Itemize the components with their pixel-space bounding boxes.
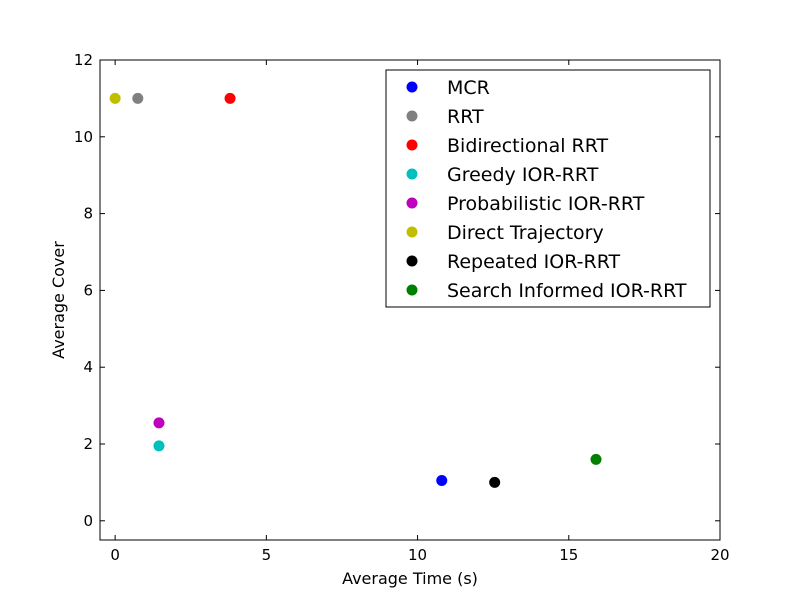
data-points <box>109 92 602 488</box>
x-tick-label: 10 <box>408 546 427 564</box>
y-tick-label: 2 <box>83 435 93 453</box>
y-tick-label: 12 <box>74 51 93 69</box>
y-tick-label: 8 <box>83 205 93 223</box>
y-axis-label: Average Cover <box>49 241 68 359</box>
legend-marker <box>406 110 418 122</box>
x-tick-label: 5 <box>262 546 272 564</box>
data-point <box>132 92 144 104</box>
legend-entries: MCR RRT Bidirectional RRT Greedy IOR-RRT Pro… <box>406 77 687 302</box>
legend-marker <box>406 197 418 209</box>
data-point <box>489 476 501 488</box>
legend-box <box>385 69 711 308</box>
data-point <box>153 440 165 452</box>
legend-label: MCR <box>447 77 490 99</box>
legend-marker <box>406 284 418 296</box>
data-point <box>109 92 121 104</box>
plot-frame <box>99 59 721 541</box>
y-tick-label: 0 <box>83 512 93 530</box>
data-point <box>590 453 602 465</box>
y-tick-label: 4 <box>83 358 93 376</box>
legend-label: Probabilistic IOR-RRT <box>447 193 645 215</box>
y-tick-label: 10 <box>74 128 93 146</box>
legend-marker <box>406 226 418 238</box>
x-tick-label: 15 <box>559 546 578 564</box>
legend-label: RRT <box>447 106 484 128</box>
data-point <box>436 474 448 486</box>
x-tick-label: 20 <box>710 546 729 564</box>
legend-marker <box>406 168 418 180</box>
legend-marker <box>406 139 418 151</box>
legend-label: Direct Trajectory <box>447 222 604 244</box>
tick-labels: 0 5 10 15 20 0 2 4 6 8 10 12 <box>74 51 730 564</box>
y-tick-label: 6 <box>83 281 93 299</box>
legend-label: Bidirectional RRT <box>447 135 609 157</box>
x-tick-label: 0 <box>110 546 120 564</box>
data-point <box>224 92 236 104</box>
legend: MCR RRT Bidirectional RRT Greedy IOR-RRT Pro… <box>385 69 711 308</box>
x-axis-label: Average Time (s) <box>342 569 478 588</box>
legend-marker <box>406 255 418 267</box>
legend-label: Search Informed IOR-RRT <box>447 280 687 302</box>
legend-label: Repeated IOR-RRT <box>447 251 621 273</box>
data-point <box>153 417 165 429</box>
legend-marker <box>406 81 418 93</box>
legend-label: Greedy IOR-RRT <box>447 164 599 186</box>
